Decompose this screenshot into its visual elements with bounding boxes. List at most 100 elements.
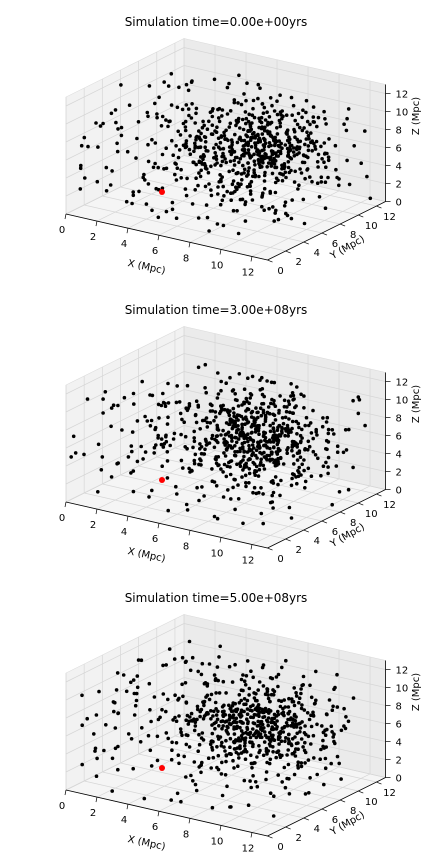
scatter-point bbox=[135, 136, 139, 141]
scatter-point bbox=[304, 98, 309, 103]
scatter-point bbox=[174, 178, 179, 182]
scatter-point bbox=[212, 514, 217, 519]
scatter-point bbox=[131, 193, 136, 198]
scatter-point bbox=[172, 431, 177, 436]
scatter-point bbox=[289, 516, 294, 520]
scatter-point bbox=[131, 678, 136, 682]
scatter-point bbox=[282, 724, 287, 729]
scatter-point bbox=[316, 456, 320, 461]
x-tick bbox=[157, 235, 160, 241]
scatter-point bbox=[192, 429, 196, 434]
scatter-point bbox=[292, 725, 296, 729]
scatter-point bbox=[221, 223, 226, 228]
scatter-point bbox=[311, 408, 315, 413]
scatter-point bbox=[311, 733, 316, 738]
gridline-y bbox=[84, 204, 286, 252]
scatter-point bbox=[222, 133, 227, 138]
scatter-point bbox=[148, 748, 153, 753]
scatter-point bbox=[314, 669, 318, 674]
scatter-point bbox=[249, 179, 254, 184]
scatter-point bbox=[190, 202, 195, 206]
scatter-point bbox=[240, 178, 244, 182]
scatter-point bbox=[303, 792, 308, 796]
scatter-point bbox=[228, 472, 233, 477]
scatter-point bbox=[296, 741, 300, 745]
scatter-point bbox=[286, 431, 291, 435]
gridline-y bbox=[138, 465, 341, 513]
scatter-point bbox=[102, 748, 106, 753]
scatter-point bbox=[275, 725, 279, 729]
scatter-point bbox=[242, 679, 247, 683]
scatter-point bbox=[244, 409, 248, 413]
scatter-point bbox=[215, 427, 220, 432]
scatter-point bbox=[273, 418, 278, 422]
scatter-point bbox=[109, 424, 113, 429]
scatter-point bbox=[122, 395, 127, 400]
scatter-point bbox=[233, 450, 237, 454]
scatter-point bbox=[309, 695, 314, 700]
scatter-point bbox=[221, 151, 225, 156]
scatter-point bbox=[80, 693, 84, 698]
scatter-point bbox=[248, 396, 252, 400]
scatter-point bbox=[286, 150, 291, 154]
scatter-point bbox=[210, 731, 215, 736]
scatter-point bbox=[239, 677, 244, 682]
scatter-point bbox=[260, 707, 265, 712]
scatter-point bbox=[253, 698, 258, 703]
scatter-point bbox=[256, 425, 260, 430]
scatter-point bbox=[259, 155, 264, 159]
x-tick bbox=[126, 804, 129, 810]
y-tick-label: 8 bbox=[350, 230, 356, 241]
scatter-point bbox=[96, 442, 101, 447]
scatter-point bbox=[201, 157, 205, 161]
scatter-point bbox=[268, 757, 273, 762]
scatter-point bbox=[253, 143, 258, 148]
scatter-point bbox=[278, 124, 283, 129]
scatter-point bbox=[216, 392, 221, 396]
y-tick bbox=[358, 790, 364, 794]
scatter-point bbox=[243, 473, 248, 478]
scatter-point bbox=[289, 483, 294, 488]
scatter-point bbox=[159, 437, 164, 441]
scatter-point bbox=[294, 404, 298, 408]
scatter-point bbox=[183, 681, 188, 685]
scatter-point bbox=[248, 392, 253, 396]
scatter-point bbox=[287, 777, 291, 781]
scatter-point bbox=[246, 420, 251, 424]
scatter-point bbox=[197, 732, 201, 737]
y-tick-label: 4 bbox=[314, 536, 320, 547]
scatter-point bbox=[316, 165, 320, 169]
x-tick bbox=[250, 544, 253, 550]
scatter-point bbox=[284, 175, 288, 180]
scatter-point bbox=[326, 431, 331, 436]
scatter-point bbox=[240, 441, 245, 446]
scatter-point bbox=[326, 455, 331, 460]
scatter-point bbox=[211, 107, 215, 111]
scatter-point bbox=[220, 793, 225, 798]
scatter-point bbox=[268, 459, 272, 463]
scatter-point bbox=[203, 140, 208, 144]
scatter-point bbox=[261, 715, 265, 720]
x-tick-label: 2 bbox=[90, 808, 96, 819]
scatter-point bbox=[271, 205, 275, 209]
scatter-point bbox=[296, 760, 301, 764]
scatter-point bbox=[199, 160, 204, 165]
scatter-point bbox=[160, 114, 165, 119]
scatter-point bbox=[287, 505, 292, 510]
scatter-point bbox=[227, 703, 231, 708]
scatter-point bbox=[218, 202, 223, 207]
scatter-point bbox=[215, 125, 219, 129]
scatter-point bbox=[311, 710, 315, 715]
scatter-point bbox=[254, 464, 259, 469]
scatter-point bbox=[205, 684, 210, 688]
scatter-point bbox=[265, 379, 269, 383]
panel-title: Simulation time=3.00e+08yrs bbox=[125, 303, 308, 317]
scatter-point bbox=[171, 718, 175, 722]
scatter-point bbox=[283, 200, 288, 204]
scatter-point bbox=[257, 125, 261, 130]
scatter-point bbox=[202, 699, 207, 704]
scatter-point bbox=[294, 443, 299, 448]
scatter-point bbox=[222, 407, 227, 412]
